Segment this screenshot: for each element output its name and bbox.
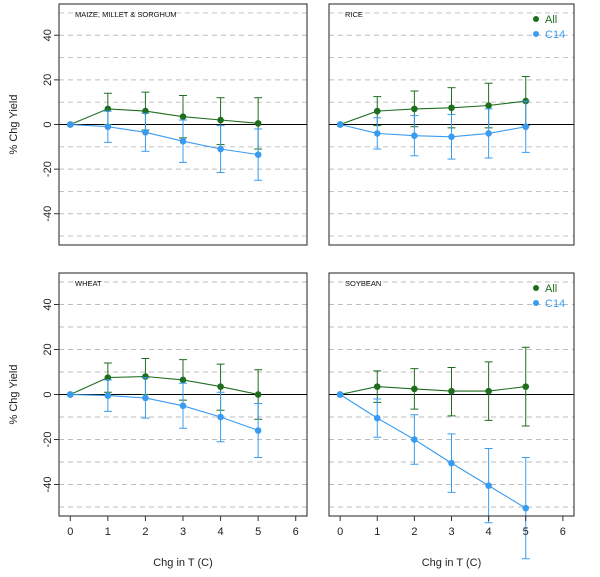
x-axis-label: Chg in T (C) [153,557,213,569]
data-point-c14 [179,402,187,410]
panel-soybean: SOYBEAN All C14 0 1 2 3 4 5 6 Chg in T (C) [328,272,575,569]
series-line-c14 [339,123,526,138]
data-point-c14 [217,145,224,153]
data-point-all [373,107,381,115]
data-point-c14 [485,482,492,489]
series-line-all [70,108,259,126]
y-axis-label: % Chg Yield [8,365,20,425]
legend-label-all: All [545,14,557,26]
data-point-c14 [336,391,344,398]
x-tick-label: 5 [255,526,261,538]
y-tick-label: -40 [42,477,54,493]
data-point-all [142,107,149,115]
data-point-c14 [142,394,149,402]
y-tick-label: 0 [42,121,54,127]
x-tick-label: 3 [180,526,186,538]
data-point-all [448,104,455,112]
data-point-all [411,385,418,393]
data-point-all [179,113,187,120]
panel-title: SOYBEAN [345,279,381,288]
data-point-all [485,387,492,395]
data-point-c14 [217,413,224,421]
data-point-c14 [485,130,492,137]
x-tick-label: 6 [560,526,566,538]
data-point-c14 [522,123,530,131]
data-point-all [254,391,262,398]
y-tick-label: -40 [42,206,54,222]
data-point-c14 [66,121,74,128]
data-point-all [485,102,492,109]
legend-label-all: All [545,283,557,295]
x-tick-label: 1 [374,526,380,538]
series-line-c14 [339,394,526,509]
data-point-c14 [66,391,74,398]
y-tick-label: 0 [42,391,54,397]
data-point-c14 [522,504,530,512]
data-point-all [373,383,381,390]
y-tick-label: -20 [42,161,54,177]
data-point-all [411,105,418,113]
data-point-c14 [448,459,455,467]
y-tick-label: 20 [42,343,54,355]
y-tick-label: 40 [42,29,54,41]
data-point-c14 [104,392,112,399]
data-point-c14 [104,123,112,131]
panel-title: MAIZE, MILLET & SORGHUM [75,10,177,19]
legend-marker-c14 [533,300,539,306]
x-tick-label: 2 [411,526,417,538]
data-point-c14 [142,129,149,136]
series-line-c14 [70,393,259,432]
data-point-all [179,376,187,384]
x-tick-label: 1 [105,526,111,538]
y-axis-label: % Chg Yield [8,95,20,155]
legend-label-c14: C14 [545,298,565,310]
legend-marker-all [533,285,539,291]
panel-maize-millet-sorghum: MAIZE, MILLET & SORGHUM -40 -20 0 20 40 % Chg … [8,3,308,246]
panel-rice: RICE All C14 [328,3,575,246]
panel-title: RICE [345,10,363,19]
data-point-all [448,387,455,395]
y-tick-label: 40 [42,298,54,310]
data-point-c14 [411,436,418,443]
data-point-c14 [448,133,455,141]
data-point-c14 [336,121,344,128]
x-tick-label: 6 [293,526,299,538]
legend-label-c14: C14 [545,29,565,41]
x-tick-label: 0 [337,526,343,538]
data-point-c14 [254,427,262,434]
data-point-c14 [254,151,262,158]
data-point-all [217,383,224,390]
panel-title: WHEAT [75,279,102,288]
x-tick-label: 2 [142,526,148,538]
x-tick-label: 4 [218,526,224,538]
x-tick-label: 4 [486,526,492,538]
y-tick-label: -20 [42,432,54,448]
panel-wheat: WHEAT -40 -20 0 20 40 % Chg Yield 0 1 2 3 4 5 6 Chg in… [8,272,308,569]
data-point-c14 [411,132,418,139]
series-line-all [339,386,526,396]
legend-marker-c14 [533,31,539,37]
data-point-all [522,383,530,390]
data-point-all [217,116,224,124]
data-point-c14 [179,137,187,145]
series-line-all [70,375,259,396]
x-axis-label: Chg in T (C) [422,557,482,569]
x-tick-label: 3 [448,526,454,538]
data-point-c14 [373,130,381,137]
data-point-all [104,105,112,113]
x-tick-label: 0 [67,526,73,538]
data-point-c14 [373,414,381,422]
series-line-all [339,100,526,126]
x-tick-label: 5 [523,526,529,538]
data-point-all [142,373,149,380]
data-point-all [254,120,262,127]
y-tick-label: 20 [42,74,54,86]
series-line-c14 [70,123,259,156]
legend-marker-all [533,16,539,22]
data-point-all [104,374,112,381]
plot-frame [328,3,575,246]
